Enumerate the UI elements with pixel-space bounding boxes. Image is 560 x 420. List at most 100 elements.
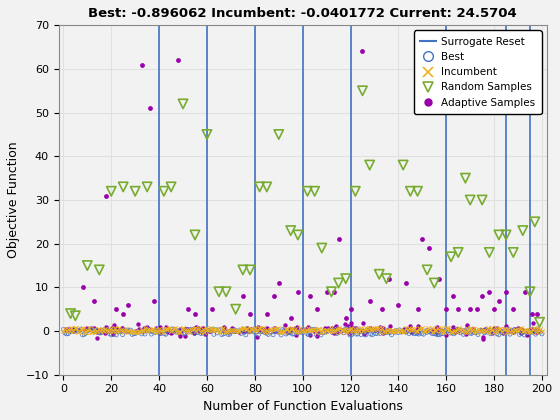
Point [64, 326, 73, 332]
Point [523, 326, 532, 333]
Point [123, 327, 132, 334]
Point [225, 331, 234, 338]
Point [446, 330, 455, 336]
Point [106, 327, 115, 334]
Point [312, 329, 321, 336]
Point [328, 328, 337, 334]
Point [245, 328, 254, 335]
Point [488, 326, 497, 333]
Point [99, 328, 108, 335]
Point [473, 331, 482, 338]
Point [382, 328, 391, 334]
Point [437, 330, 446, 337]
Point [63, 326, 72, 333]
Point [456, 326, 465, 333]
Point [124, 328, 133, 335]
Point [272, 328, 281, 334]
Point [357, 325, 366, 331]
Point [363, 327, 372, 333]
Point [137, 326, 146, 333]
Point [314, 326, 323, 333]
Point [310, 328, 319, 334]
Point [146, 328, 155, 335]
Point [66, 328, 74, 335]
Point [267, 329, 276, 336]
Point [288, 324, 297, 331]
Point [280, 329, 289, 336]
Point [331, 326, 340, 333]
Point [371, 327, 380, 333]
Point [255, 184, 264, 190]
Point [161, 326, 170, 333]
Point [113, 329, 122, 336]
Point [89, 326, 98, 333]
Point [346, 332, 354, 339]
Point [504, 326, 513, 333]
Point [531, 329, 540, 336]
Point [171, 326, 180, 333]
Point [258, 328, 267, 335]
Point [70, 328, 79, 334]
Point [316, 331, 325, 338]
Point [452, 326, 461, 332]
Point [400, 326, 409, 333]
Point [320, 329, 329, 336]
Point [229, 326, 238, 333]
Point [288, 325, 297, 332]
Point [414, 331, 423, 337]
Point [198, 330, 207, 336]
Point [428, 331, 437, 337]
Point [176, 327, 185, 334]
Point [328, 329, 337, 336]
Point [407, 329, 416, 336]
Point [217, 326, 226, 333]
Point [318, 326, 327, 333]
Point [494, 331, 503, 338]
Point [385, 329, 394, 336]
Point [133, 329, 142, 336]
Point [169, 328, 178, 334]
Point [220, 324, 228, 331]
Point [219, 326, 228, 333]
Point [413, 330, 422, 337]
Point [372, 330, 381, 337]
Point [248, 326, 256, 332]
Point [273, 325, 282, 331]
Point [116, 327, 125, 333]
Point [484, 327, 493, 333]
Point [499, 329, 508, 336]
Point [520, 328, 529, 334]
Point [148, 326, 157, 333]
Point [241, 331, 250, 338]
Point [536, 328, 545, 335]
Point [467, 328, 476, 334]
Point [281, 326, 290, 333]
Point [454, 325, 463, 332]
Point [199, 325, 208, 332]
Point [112, 328, 121, 335]
Point [344, 329, 353, 336]
Point [133, 320, 142, 327]
Point [452, 328, 461, 335]
Point [454, 327, 463, 333]
Point [126, 327, 135, 333]
Point [296, 327, 305, 333]
Point [454, 249, 463, 256]
Point [290, 331, 298, 337]
Point [461, 327, 470, 334]
Point [285, 327, 294, 334]
Point [163, 328, 172, 334]
Point [297, 329, 306, 336]
Point [358, 48, 367, 55]
Point [72, 325, 81, 331]
Point [475, 327, 484, 334]
Point [272, 327, 281, 334]
Point [238, 325, 247, 332]
Point [432, 330, 441, 336]
Point [381, 329, 390, 336]
Point [162, 328, 171, 334]
Point [377, 326, 386, 333]
Point [411, 330, 420, 337]
Point [426, 326, 435, 333]
Point [97, 329, 106, 336]
